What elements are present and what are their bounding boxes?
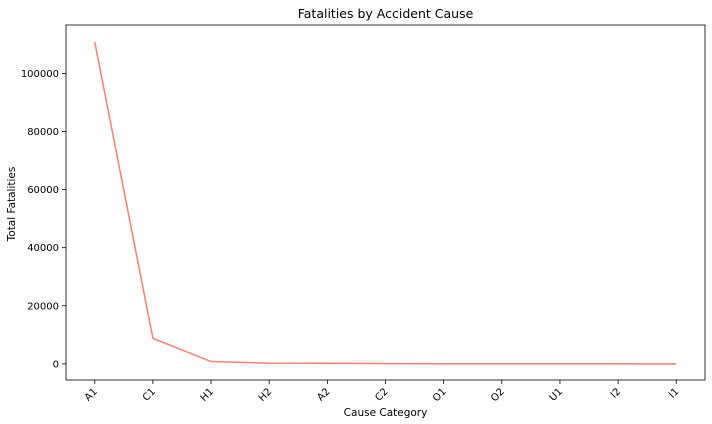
y-tick-label: 40000 — [27, 243, 59, 254]
x-tick-label: I1 — [667, 386, 681, 400]
y-axis-label: Total Fatalities — [6, 167, 18, 243]
x-tick-label: C1 — [141, 386, 158, 403]
x-tick-label: A1 — [83, 386, 100, 403]
y-axis: 0 20000 40000 60000 80000 100000 — [21, 69, 66, 370]
x-tick-label: A2 — [315, 386, 332, 403]
series-line — [94, 41, 677, 365]
x-tick-label: H1 — [199, 386, 217, 404]
series-group — [94, 41, 677, 365]
x-axis-label: Cause Category — [344, 407, 428, 419]
x-tick-label: H2 — [257, 386, 275, 404]
y-tick-label: 100000 — [21, 69, 59, 80]
x-tick-label: O1 — [431, 386, 449, 404]
plot-area — [65, 24, 706, 381]
x-tick-label: C2 — [373, 386, 390, 403]
y-tick-label: 60000 — [27, 185, 59, 196]
x-axis: A1 C1 H1 H2 A2 C2 O1 O2 U1 I2 I1 — [83, 380, 681, 404]
x-tick-label: O2 — [489, 386, 507, 404]
y-tick-label: 20000 — [27, 301, 59, 312]
chart-title: Fatalities by Accident Cause — [298, 6, 474, 21]
x-tick-label: U1 — [548, 386, 565, 403]
x-tick-label: I2 — [609, 386, 623, 400]
y-tick-label: 0 — [53, 359, 59, 370]
y-tick-label: 80000 — [27, 127, 59, 138]
plot-frame — [65, 24, 706, 381]
